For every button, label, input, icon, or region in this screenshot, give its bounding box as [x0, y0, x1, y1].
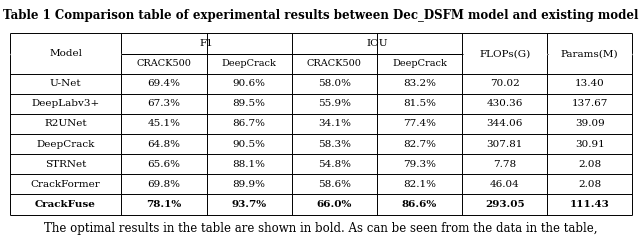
Text: 55.9%: 55.9% [318, 99, 351, 108]
Text: 64.8%: 64.8% [147, 140, 180, 149]
Text: 45.1%: 45.1% [147, 120, 180, 128]
Text: 66.0%: 66.0% [317, 200, 352, 209]
Text: 86.6%: 86.6% [402, 200, 437, 209]
Text: 69.4%: 69.4% [147, 79, 180, 88]
Text: 90.5%: 90.5% [233, 140, 266, 149]
Text: Params(M): Params(M) [561, 49, 618, 58]
Text: DeepCrack: DeepCrack [36, 140, 95, 149]
Text: 83.2%: 83.2% [403, 79, 436, 88]
Text: 34.1%: 34.1% [318, 120, 351, 128]
Text: 30.91: 30.91 [575, 140, 605, 149]
Text: The optimal results in the table are shown in bold. As can be seen from the data: The optimal results in the table are sho… [44, 222, 598, 235]
Text: 137.67: 137.67 [572, 99, 608, 108]
Text: CrackFormer: CrackFormer [31, 180, 100, 189]
Text: CRACK500: CRACK500 [136, 59, 191, 68]
Text: FLOPs(G): FLOPs(G) [479, 49, 530, 58]
Text: 88.1%: 88.1% [233, 160, 266, 169]
Text: 58.3%: 58.3% [318, 140, 351, 149]
Text: 70.02: 70.02 [490, 79, 520, 88]
Text: 82.7%: 82.7% [403, 140, 436, 149]
Text: DeepCrack: DeepCrack [392, 59, 447, 68]
Text: 82.1%: 82.1% [403, 180, 436, 189]
Text: 67.3%: 67.3% [147, 99, 180, 108]
Text: 13.40: 13.40 [575, 79, 605, 88]
Text: 2.08: 2.08 [578, 180, 602, 189]
Text: CRACK500: CRACK500 [307, 59, 362, 68]
Text: U-Net: U-Net [50, 79, 81, 88]
Text: Table 1 Comparison table of experimental results between Dec_DSFM model and exis: Table 1 Comparison table of experimental… [3, 9, 639, 22]
Text: 7.78: 7.78 [493, 160, 516, 169]
Text: 111.43: 111.43 [570, 200, 610, 209]
Text: 2.08: 2.08 [578, 160, 602, 169]
Text: Model: Model [49, 49, 82, 58]
Text: 77.4%: 77.4% [403, 120, 436, 128]
Text: F1: F1 [200, 39, 214, 48]
Text: 293.05: 293.05 [484, 200, 524, 209]
Text: 89.9%: 89.9% [233, 180, 266, 189]
Text: CrackFuse: CrackFuse [35, 200, 96, 209]
Text: 90.6%: 90.6% [233, 79, 266, 88]
Text: 39.09: 39.09 [575, 120, 605, 128]
Text: 79.3%: 79.3% [403, 160, 436, 169]
Text: IOU: IOU [366, 39, 388, 48]
Text: 78.1%: 78.1% [147, 200, 182, 209]
Text: 54.8%: 54.8% [318, 160, 351, 169]
Text: DeepCrack: DeepCrack [221, 59, 276, 68]
Text: 89.5%: 89.5% [233, 99, 266, 108]
Text: 46.04: 46.04 [490, 180, 520, 189]
Text: 86.7%: 86.7% [233, 120, 266, 128]
Text: 430.36: 430.36 [486, 99, 523, 108]
Text: DeepLabv3+: DeepLabv3+ [31, 99, 100, 108]
Text: 69.8%: 69.8% [147, 180, 180, 189]
Text: 93.7%: 93.7% [232, 200, 267, 209]
Text: R2UNet: R2UNet [44, 120, 87, 128]
Text: 344.06: 344.06 [486, 120, 523, 128]
Text: STRNet: STRNet [45, 160, 86, 169]
Text: 58.6%: 58.6% [318, 180, 351, 189]
Text: 58.0%: 58.0% [318, 79, 351, 88]
Text: 65.6%: 65.6% [147, 160, 180, 169]
Text: 307.81: 307.81 [486, 140, 523, 149]
Text: 81.5%: 81.5% [403, 99, 436, 108]
